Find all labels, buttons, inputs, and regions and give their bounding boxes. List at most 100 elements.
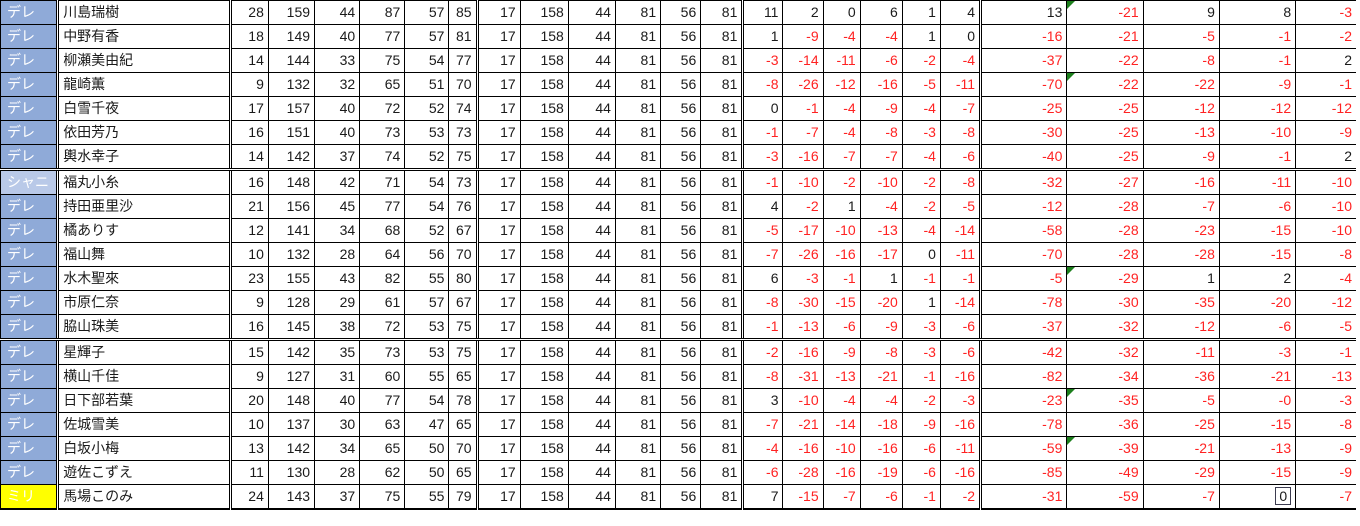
reference-stat-cell[interactable]: 81: [700, 339, 744, 365]
reference-stat-cell[interactable]: 81: [700, 314, 744, 341]
diff-stat-cell[interactable]: -2: [782, 194, 824, 219]
total-diff-cell[interactable]: -5: [1142, 24, 1220, 49]
diff-stat-cell[interactable]: -10: [782, 169, 824, 195]
reference-stat-cell[interactable]: 158: [519, 339, 569, 365]
total-diff-cell[interactable]: -8: [1295, 242, 1356, 267]
reference-stat-cell[interactable]: 158: [519, 364, 569, 389]
reference-stat-cell[interactable]: 158: [519, 0, 569, 25]
diff-stat-cell[interactable]: -6: [859, 48, 903, 73]
reference-stat-cell[interactable]: 56: [660, 364, 702, 389]
stat-cell[interactable]: 73: [359, 120, 406, 145]
reference-stat-cell[interactable]: 17: [475, 48, 521, 73]
reference-stat-cell[interactable]: 17: [475, 290, 521, 315]
stat-cell[interactable]: 52: [404, 218, 450, 243]
reference-stat-cell[interactable]: 158: [519, 388, 569, 413]
total-diff-cell[interactable]: -7: [1142, 194, 1220, 219]
diff-stat-cell[interactable]: -14: [822, 412, 861, 437]
diff-stat-cell[interactable]: -8: [741, 290, 784, 315]
total-diff-cell[interactable]: -13: [1142, 120, 1220, 145]
reference-stat-cell[interactable]: 158: [519, 72, 569, 97]
stat-cell[interactable]: 12: [228, 218, 269, 243]
diff-stat-cell[interactable]: -17: [859, 242, 903, 267]
source-tag-cell[interactable]: デレ: [0, 314, 59, 341]
total-diff-cell[interactable]: -1: [1218, 48, 1297, 73]
stat-cell[interactable]: 17: [228, 96, 269, 121]
total-diff-cell[interactable]: -37: [979, 48, 1068, 73]
total-diff-cell[interactable]: -36: [1066, 412, 1144, 437]
stat-cell[interactable]: 45: [314, 194, 361, 219]
diff-stat-cell[interactable]: 3: [741, 388, 784, 413]
total-diff-cell[interactable]: -1: [1295, 72, 1356, 97]
stat-cell[interactable]: 40: [314, 388, 361, 413]
stat-cell[interactable]: 81: [448, 24, 478, 49]
diff-stat-cell[interactable]: -1: [939, 266, 982, 291]
diff-stat-cell[interactable]: -2: [939, 484, 982, 510]
reference-stat-cell[interactable]: 81: [700, 24, 744, 49]
stat-cell[interactable]: 57: [404, 0, 450, 25]
stat-cell[interactable]: 16: [228, 120, 269, 145]
total-diff-cell[interactable]: -27: [1066, 169, 1144, 195]
stat-cell[interactable]: 70: [448, 72, 478, 97]
total-diff-cell[interactable]: -28: [1066, 242, 1144, 267]
diff-stat-cell[interactable]: -11: [939, 436, 982, 461]
reference-stat-cell[interactable]: 56: [660, 484, 702, 510]
stat-cell[interactable]: 142: [267, 436, 316, 461]
stat-cell[interactable]: 82: [359, 266, 406, 291]
reference-stat-cell[interactable]: 17: [475, 96, 521, 121]
stat-cell[interactable]: 78: [448, 388, 478, 413]
diff-stat-cell[interactable]: -6: [939, 144, 982, 171]
total-diff-cell[interactable]: 13: [979, 0, 1068, 25]
source-tag-cell[interactable]: デレ: [0, 194, 59, 219]
diff-stat-cell[interactable]: -3: [901, 120, 941, 145]
stat-cell[interactable]: 53: [404, 120, 450, 145]
reference-stat-cell[interactable]: 81: [614, 0, 662, 25]
stat-cell[interactable]: 47: [404, 412, 450, 437]
reference-stat-cell[interactable]: 44: [567, 436, 616, 461]
diff-stat-cell[interactable]: -21: [782, 412, 824, 437]
stat-cell[interactable]: 30: [314, 412, 361, 437]
stat-cell[interactable]: 50: [404, 460, 450, 485]
idol-name-cell[interactable]: 中野有香: [56, 24, 231, 49]
reference-stat-cell[interactable]: 56: [660, 290, 702, 315]
stat-cell[interactable]: 29: [314, 290, 361, 315]
idol-name-cell[interactable]: 持田亜里沙: [56, 194, 231, 219]
reference-stat-cell[interactable]: 44: [567, 388, 616, 413]
diff-stat-cell[interactable]: -4: [901, 96, 941, 121]
diff-stat-cell[interactable]: -13: [859, 218, 903, 243]
stat-cell[interactable]: 60: [359, 364, 406, 389]
total-diff-cell[interactable]: -28: [1142, 242, 1220, 267]
diff-stat-cell[interactable]: -13: [782, 314, 824, 341]
stat-cell[interactable]: 9: [228, 364, 269, 389]
stat-cell[interactable]: 18: [228, 24, 269, 49]
source-tag-cell[interactable]: ミリ: [0, 484, 59, 510]
source-tag-cell[interactable]: デレ: [0, 24, 59, 49]
total-diff-cell[interactable]: -22: [1066, 72, 1144, 97]
total-diff-cell[interactable]: -25: [1142, 412, 1220, 437]
stat-cell[interactable]: 9: [228, 72, 269, 97]
stat-cell[interactable]: 75: [359, 48, 406, 73]
reference-stat-cell[interactable]: 81: [700, 48, 744, 73]
diff-stat-cell[interactable]: -16: [939, 460, 982, 485]
reference-stat-cell[interactable]: 56: [660, 339, 702, 365]
total-diff-cell[interactable]: -32: [1066, 339, 1144, 365]
diff-stat-cell[interactable]: 1: [901, 0, 941, 25]
reference-stat-cell[interactable]: 44: [567, 266, 616, 291]
total-diff-cell[interactable]: -20: [1218, 290, 1297, 315]
reference-stat-cell[interactable]: 81: [614, 120, 662, 145]
diff-stat-cell[interactable]: -10: [859, 169, 903, 195]
reference-stat-cell[interactable]: 158: [519, 144, 569, 171]
total-diff-cell[interactable]: -35: [1142, 290, 1220, 315]
total-diff-cell[interactable]: -85: [979, 460, 1068, 485]
diff-stat-cell[interactable]: -7: [859, 144, 903, 171]
stat-cell[interactable]: 38: [314, 314, 361, 341]
source-tag-cell[interactable]: デレ: [0, 0, 59, 25]
diff-stat-cell[interactable]: -16: [859, 72, 903, 97]
diff-stat-cell[interactable]: -2: [901, 388, 941, 413]
diff-stat-cell[interactable]: -4: [741, 436, 784, 461]
reference-stat-cell[interactable]: 56: [660, 460, 702, 485]
source-tag-cell[interactable]: デレ: [0, 460, 59, 485]
diff-stat-cell[interactable]: -4: [859, 24, 903, 49]
total-diff-cell[interactable]: -15: [1218, 412, 1297, 437]
stat-cell[interactable]: 143: [267, 484, 316, 510]
total-diff-cell[interactable]: -21: [1142, 436, 1220, 461]
